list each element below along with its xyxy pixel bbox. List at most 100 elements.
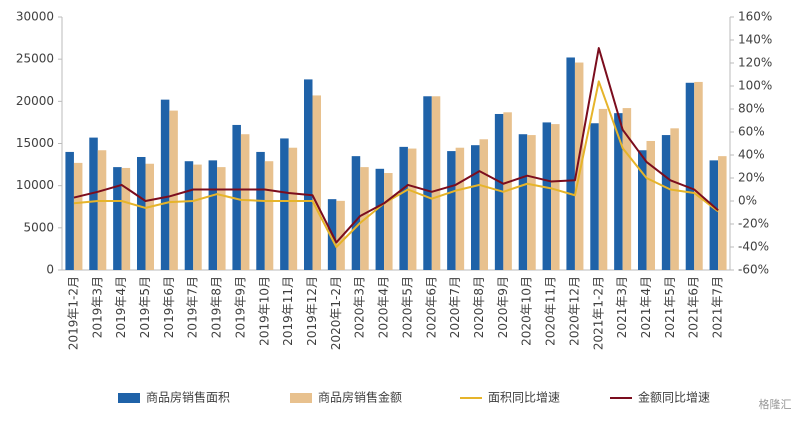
x-tick-label: 2020年5月 [400, 276, 414, 338]
bar [685, 82, 695, 270]
y2-tick-label: -40% [738, 240, 769, 254]
y2-tick-label: 120% [738, 56, 772, 70]
bar [264, 161, 274, 270]
x-tick-label: 2020年12月 [567, 276, 581, 346]
bar [97, 150, 107, 270]
x-tick-label: 2021年1-2月 [591, 276, 605, 350]
x-tick-label: 2021年6月 [687, 276, 701, 338]
x-tick-label: 2020年6月 [424, 276, 438, 338]
bar [598, 108, 608, 270]
y-tick-label: 30000 [16, 10, 54, 24]
bar [73, 162, 83, 270]
bar [193, 164, 202, 270]
bar [384, 173, 393, 270]
bar [646, 140, 655, 270]
x-tick-label: 2019年11月 [281, 276, 295, 346]
x-tick-label: 2019年12月 [305, 276, 319, 346]
y2-tick-label: 140% [738, 33, 772, 47]
bar [574, 62, 584, 270]
x-tick-label: 2020年11月 [544, 276, 558, 346]
bar [494, 113, 504, 270]
bar [137, 156, 146, 270]
bar [351, 156, 361, 270]
y-tick-label: 5000 [23, 220, 54, 234]
x-tick-label: 2021年3月 [615, 276, 629, 338]
bar [694, 81, 703, 270]
bar [431, 96, 441, 270]
bar [638, 150, 647, 270]
bar [232, 124, 241, 271]
bar [718, 156, 727, 270]
bar [551, 124, 560, 270]
bar [160, 99, 170, 270]
legend-label: 面积同比增速 [488, 391, 560, 405]
y2-tick-label: 60% [738, 125, 765, 139]
y-tick-label: 20000 [16, 94, 54, 108]
bar [336, 200, 345, 270]
bar [709, 160, 719, 270]
y2-tick-label: 100% [738, 79, 772, 93]
x-tick-label: 2020年9月 [496, 276, 510, 338]
bar [65, 151, 74, 270]
y2-tick-label: -20% [738, 217, 769, 231]
x-tick-label: 2019年8月 [210, 276, 224, 338]
bar [542, 122, 552, 271]
y-tick-label: 0 [46, 263, 54, 277]
x-tick-label: 2019年9月 [233, 276, 247, 338]
x-tick-label: 2020年7月 [448, 276, 462, 338]
legend-label: 商品房销售面积 [146, 390, 230, 405]
x-tick-label: 2020年10月 [520, 276, 534, 346]
y-tick-label: 10000 [16, 178, 54, 192]
bar [590, 123, 599, 270]
bar [113, 167, 122, 270]
x-tick-label: 2020年4月 [377, 276, 391, 338]
x-tick-label: 2019年1-2月 [66, 276, 80, 350]
bar [661, 135, 671, 270]
x-tick-label: 2019年3月 [90, 276, 104, 338]
legend-label: 商品房销售金额 [318, 390, 402, 405]
line [73, 80, 719, 248]
x-tick-label: 2021年5月 [663, 276, 677, 338]
bar [89, 137, 98, 270]
bar [614, 113, 623, 270]
bar [471, 145, 480, 270]
bar [184, 161, 194, 270]
y2-tick-label: 20% [738, 171, 765, 185]
bar [399, 146, 408, 270]
bar [566, 57, 575, 271]
x-tick-label: 2020年3月 [353, 276, 367, 338]
x-tick-label: 2019年4月 [114, 276, 128, 338]
bar [407, 148, 417, 270]
bar [622, 108, 632, 270]
y-tick-label: 25000 [16, 52, 54, 66]
bar [375, 168, 385, 270]
y2-tick-label: 40% [738, 148, 765, 162]
bar [217, 167, 226, 270]
bar [256, 151, 265, 270]
y2-tick-label: 80% [738, 102, 765, 116]
bar [240, 134, 250, 270]
bar [423, 96, 432, 270]
x-tick-label: 2019年5月 [138, 276, 152, 338]
x-tick-label: 2020年8月 [472, 276, 486, 338]
x-tick-label: 2021年4月 [639, 276, 653, 338]
legend-swatch [118, 393, 140, 403]
bar [479, 139, 488, 270]
x-tick-label: 2021年7月 [711, 276, 725, 338]
bar [518, 134, 528, 270]
bar [169, 110, 178, 270]
bar [312, 95, 321, 271]
line [73, 47, 719, 244]
x-tick-label: 2019年10月 [257, 276, 271, 346]
y2-tick-label: 0% [738, 194, 757, 208]
y2-tick-label: -60% [738, 263, 769, 277]
y-tick-label: 15000 [16, 136, 54, 150]
legend-label: 金额同比增速 [638, 390, 710, 405]
bar [455, 147, 465, 270]
bar [670, 128, 679, 270]
bar [280, 138, 289, 270]
bar [145, 163, 154, 270]
bar [304, 79, 313, 270]
bar [288, 147, 298, 270]
